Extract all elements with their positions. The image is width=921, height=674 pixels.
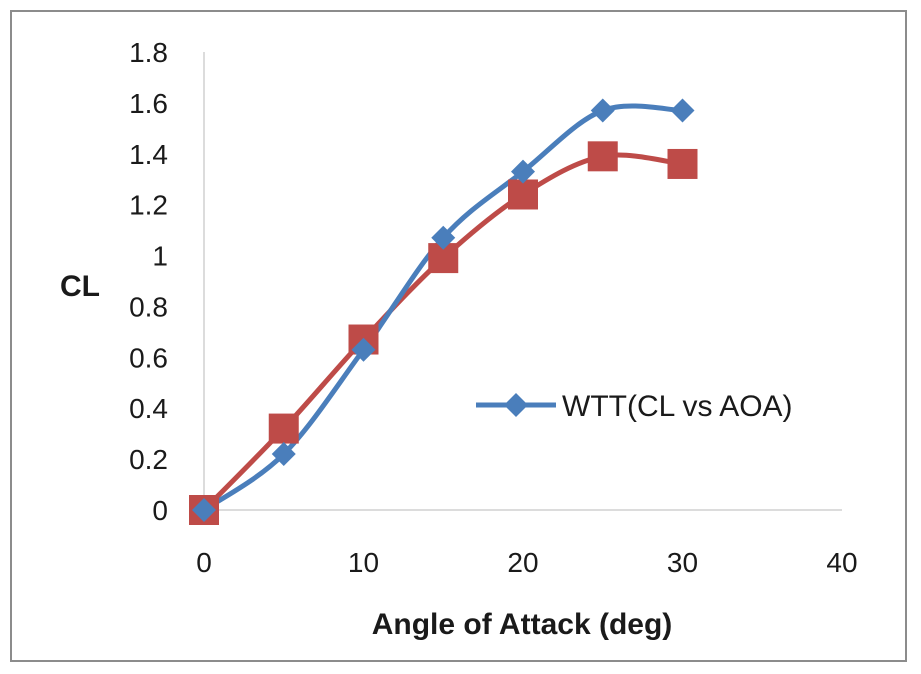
x-tick-label: 40: [826, 547, 857, 578]
y-tick-label: 0.4: [129, 393, 168, 424]
y-tick-label: 0: [152, 495, 168, 526]
x-tick-label: 30: [667, 547, 698, 578]
data-point-series-2: [268, 413, 299, 444]
data-point-series-1: [670, 98, 695, 123]
legend-marker: [504, 393, 528, 417]
axes: 0 0.2 0.4 0.6 0.8 1 1.2 1.4 1.6 1.8 0 10 20 30 40: [129, 37, 858, 578]
y-tick-label: 1.8: [129, 37, 168, 68]
x-tick-label: 0: [196, 547, 212, 578]
x-axis-title: Angle of Attack (deg): [372, 608, 673, 641]
x-tick-label: 10: [348, 547, 379, 578]
data-point-series-2: [667, 148, 698, 179]
y-axis-title: CL: [60, 270, 100, 303]
data-point-series-1: [511, 159, 535, 184]
x-tick-label: 20: [507, 547, 538, 578]
y-tick-label: 0.2: [129, 444, 168, 475]
chart-frame: [10, 10, 907, 662]
data-point-series-1: [192, 498, 216, 522]
data-point-series-1: [271, 442, 296, 467]
data-point-series-1: [590, 98, 615, 123]
data-point-series-1: [431, 225, 456, 250]
series-layer: [189, 98, 698, 525]
legend-label: WTT(CL vs AOA): [562, 390, 793, 423]
y-tick-label: 1: [152, 241, 168, 272]
y-tick-label: 1.6: [129, 88, 168, 119]
data-point-series-2: [508, 179, 538, 210]
data-point-series-1: [351, 337, 376, 362]
legend: WTT(CL vs AOA): [476, 390, 793, 423]
y-tick-label: 1.4: [129, 139, 168, 170]
y-tick-label: 0.6: [129, 342, 168, 373]
y-tick-label: 0.8: [129, 291, 168, 322]
data-point-series-2: [587, 141, 618, 172]
y-tick-label: 1.2: [129, 190, 168, 221]
